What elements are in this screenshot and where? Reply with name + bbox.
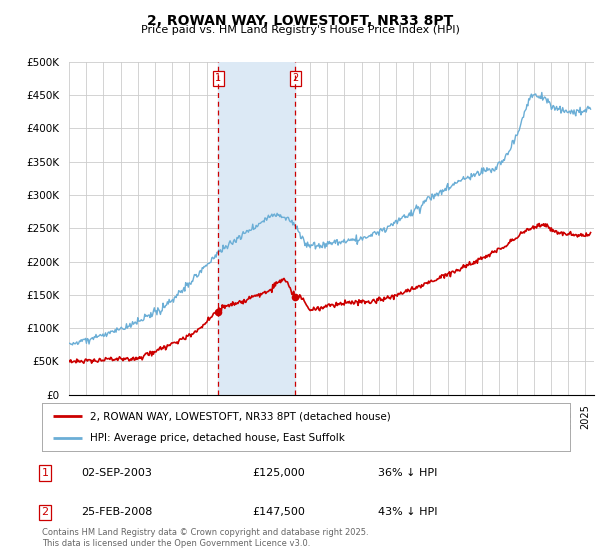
Text: 2: 2	[41, 507, 49, 517]
Text: 2, ROWAN WAY, LOWESTOFT, NR33 8PT (detached house): 2, ROWAN WAY, LOWESTOFT, NR33 8PT (detac…	[89, 411, 390, 421]
Text: 1: 1	[41, 468, 49, 478]
Text: 43% ↓ HPI: 43% ↓ HPI	[378, 507, 437, 517]
Text: 25-FEB-2008: 25-FEB-2008	[81, 507, 152, 517]
Text: £147,500: £147,500	[252, 507, 305, 517]
Text: Price paid vs. HM Land Registry's House Price Index (HPI): Price paid vs. HM Land Registry's House …	[140, 25, 460, 35]
Text: £125,000: £125,000	[252, 468, 305, 478]
Text: HPI: Average price, detached house, East Suffolk: HPI: Average price, detached house, East…	[89, 433, 344, 443]
Text: Contains HM Land Registry data © Crown copyright and database right 2025.
This d: Contains HM Land Registry data © Crown c…	[42, 528, 368, 548]
Text: 2, ROWAN WAY, LOWESTOFT, NR33 8PT: 2, ROWAN WAY, LOWESTOFT, NR33 8PT	[147, 14, 453, 28]
Text: 1: 1	[215, 73, 221, 83]
Text: 2: 2	[292, 73, 298, 83]
Text: 36% ↓ HPI: 36% ↓ HPI	[378, 468, 437, 478]
Text: 02-SEP-2003: 02-SEP-2003	[81, 468, 152, 478]
Bar	[218, 62, 295, 395]
